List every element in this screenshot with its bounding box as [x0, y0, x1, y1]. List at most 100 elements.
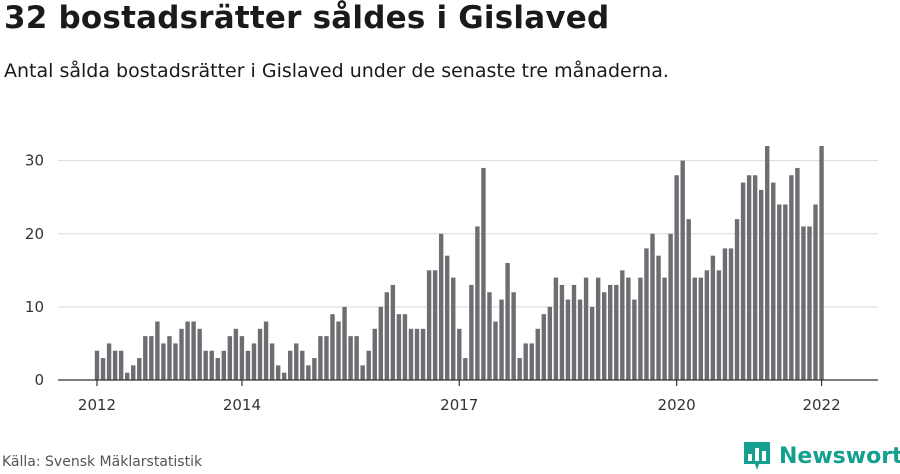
bar: [191, 321, 196, 380]
bar: [269, 343, 275, 380]
bar: [595, 277, 601, 381]
bar: [124, 372, 130, 380]
brand-name: Newsworthy: [779, 443, 900, 469]
bar: [583, 277, 589, 381]
bar: [372, 328, 377, 380]
bar: [668, 233, 673, 380]
bar: [740, 182, 746, 380]
bar: [475, 226, 480, 380]
bar: [499, 299, 504, 380]
bar: [493, 321, 498, 380]
bar: [783, 204, 788, 380]
bar: [511, 292, 516, 380]
newsworthy-brand[interactable]: Newsworthy: [744, 442, 900, 470]
bar: [541, 314, 547, 380]
bar: [257, 328, 263, 380]
bar: [185, 321, 190, 380]
bar: [505, 263, 510, 380]
x-tick-label: 2022: [802, 396, 840, 414]
x-tick-label: 2017: [440, 396, 478, 414]
bar: [481, 167, 486, 380]
bar: [155, 321, 160, 380]
bar: [680, 160, 685, 381]
bar: [137, 358, 142, 380]
bar: [529, 343, 534, 380]
bar: [589, 306, 595, 381]
bar: [384, 292, 390, 380]
bar: [547, 306, 553, 381]
bar: [118, 350, 124, 380]
bar: [632, 299, 637, 380]
bar: [239, 336, 245, 381]
bar: [179, 328, 184, 380]
y-tick-label: 30: [25, 152, 44, 170]
bar: [650, 233, 655, 380]
bar: [408, 328, 414, 380]
bar: [777, 204, 782, 380]
bar: [686, 219, 691, 381]
bar: [197, 328, 202, 380]
y-tick-label: 10: [25, 298, 44, 316]
highlight-value-label: 32: [823, 0, 843, 4]
bar: [275, 365, 281, 381]
bar: [330, 314, 335, 380]
bar: [360, 365, 365, 381]
bar: [692, 277, 697, 381]
bar: [813, 204, 818, 380]
bar: [263, 321, 269, 380]
bar: [438, 233, 444, 380]
bar: [203, 350, 208, 380]
x-tick-label: 2020: [658, 396, 696, 414]
bar: [656, 255, 661, 380]
bar: [716, 270, 722, 380]
bar: [638, 277, 643, 381]
bar: [402, 314, 408, 380]
bar: [698, 277, 703, 381]
chart-subtitle: Antal sålda bostadsrätter i Gislaved und…: [4, 60, 669, 82]
bar: [807, 226, 812, 380]
bar: [348, 336, 353, 381]
bar: [559, 284, 565, 380]
bar: [710, 255, 716, 380]
bar: [620, 270, 625, 380]
y-tick-label: 0: [34, 371, 44, 389]
bar: [366, 350, 371, 380]
bar: [100, 358, 106, 380]
newsworthy-bar-chart-icon: [744, 442, 770, 470]
bar: [758, 189, 764, 381]
bar: [469, 284, 474, 380]
bar: [378, 306, 383, 381]
source-note: Källa: Svensk Mäklarstatistik: [2, 454, 203, 470]
bar: [318, 336, 323, 381]
bar: [463, 358, 468, 380]
bar: [149, 336, 154, 381]
bar: [801, 226, 806, 380]
bar: [734, 219, 740, 381]
bar: [704, 270, 710, 380]
bar: [312, 358, 317, 380]
bar: [445, 255, 450, 380]
bar: [614, 284, 619, 380]
bar: [765, 146, 770, 380]
x-tick-label: 2014: [223, 396, 261, 414]
bar: [728, 248, 734, 381]
bar: [577, 299, 583, 380]
bar: [342, 306, 347, 381]
bar: [354, 336, 359, 381]
bar: [143, 336, 148, 381]
bar: [795, 167, 800, 380]
bar: [94, 350, 100, 380]
bar: [161, 343, 166, 380]
bar: [457, 328, 462, 380]
bar: [722, 248, 728, 381]
bar: [245, 350, 251, 380]
bar: [535, 328, 540, 380]
y-tick-label: 20: [25, 225, 44, 243]
bar: [106, 343, 112, 380]
bar: [294, 343, 299, 380]
bar-series: [94, 146, 824, 381]
bar: [173, 343, 178, 380]
bar: [771, 182, 776, 380]
bar: [746, 175, 752, 380]
bar: [565, 299, 571, 380]
